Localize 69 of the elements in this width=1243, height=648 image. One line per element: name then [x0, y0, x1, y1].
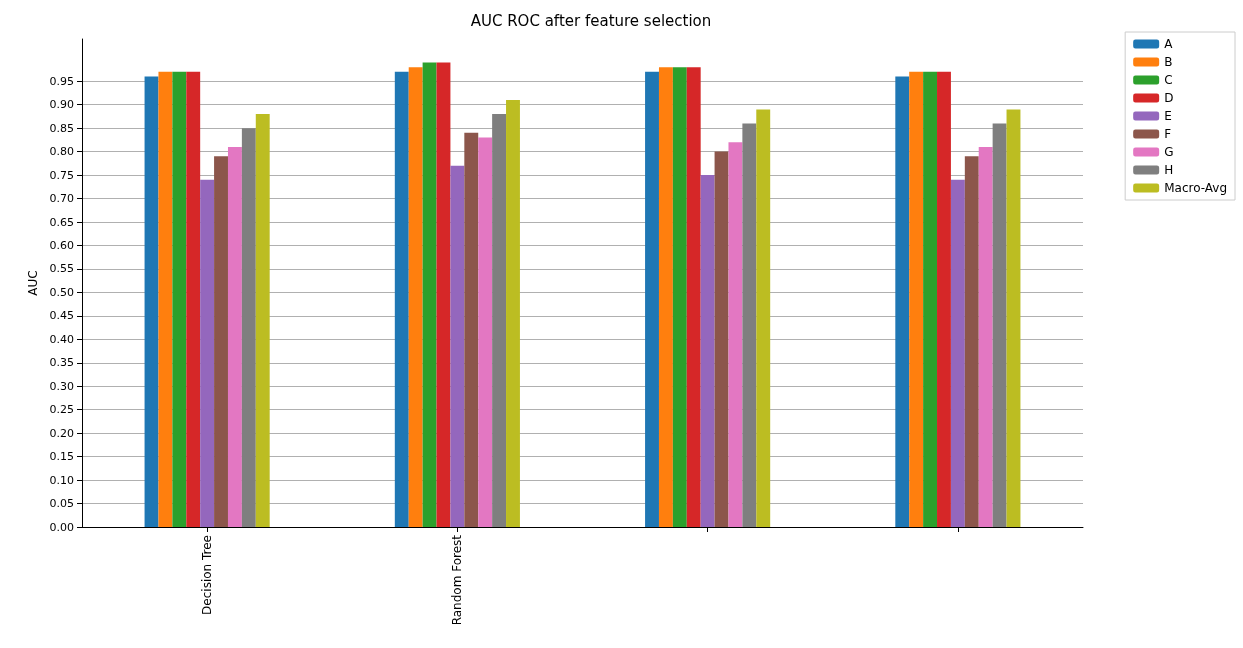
bar [450, 165, 465, 527]
legend-label: B [1164, 55, 1173, 69]
y-tick-label: 0.70 [49, 192, 74, 206]
bar [658, 67, 673, 527]
bar [227, 146, 242, 527]
y-tick-label: 0.10 [49, 473, 74, 487]
bar [672, 67, 687, 527]
bar [172, 71, 187, 527]
bar [978, 146, 993, 527]
y-tick-label: 0.40 [49, 332, 74, 346]
y-tick-label: 0.90 [49, 98, 74, 112]
y-tick-label: 0.20 [49, 426, 74, 440]
legend-label: G [1164, 145, 1174, 159]
y-tick-label: 0.75 [49, 168, 74, 182]
bar [394, 71, 409, 527]
bar [950, 179, 965, 527]
bar [645, 71, 659, 527]
bar [158, 71, 173, 527]
y-tick-label: 0.60 [49, 238, 74, 252]
bar [144, 76, 159, 527]
y-tick-label: 0.55 [49, 262, 74, 276]
bar [492, 114, 507, 527]
bar [756, 109, 771, 527]
legend-label: H [1164, 163, 1174, 177]
bar [728, 142, 743, 527]
y-tick-label: 0.30 [49, 379, 74, 393]
bar [700, 175, 715, 527]
legend-label: Macro-Avg [1164, 181, 1228, 195]
bar [909, 71, 924, 527]
y-tick-label: 0.25 [49, 403, 74, 417]
bar [214, 156, 228, 527]
bar [241, 128, 256, 527]
bar [464, 132, 479, 527]
bar [186, 71, 201, 527]
bar [742, 123, 757, 527]
bar [200, 179, 215, 527]
chart-title: AUC ROC after feature selection [470, 11, 712, 30]
bar [478, 137, 493, 527]
y-tick-label: 0.00 [49, 520, 74, 534]
y-axis-title: AUC [25, 270, 40, 296]
bar [964, 156, 979, 527]
y-tick-label: 0.85 [49, 121, 74, 135]
bar [436, 62, 451, 527]
bar [992, 123, 1007, 527]
x-tick-label: Random Forest [450, 534, 465, 626]
y-tick-label: 0.65 [49, 215, 74, 229]
legend-label: D [1164, 91, 1174, 105]
y-tick-label: 0.80 [49, 145, 74, 159]
x-tick-label: Decision Tree [200, 535, 215, 615]
bar [506, 100, 520, 527]
bar [937, 71, 951, 527]
bar [895, 76, 910, 527]
y-tick-label: 0.95 [49, 74, 74, 88]
bar [422, 62, 437, 527]
legend-label: F [1164, 127, 1172, 141]
bar [714, 151, 729, 527]
y-tick-label: 0.50 [49, 285, 74, 299]
bar [1006, 109, 1021, 527]
legend-label: A [1164, 37, 1174, 51]
legend-label: C [1164, 73, 1173, 87]
y-tick-label: 0.05 [49, 497, 74, 511]
y-tick-label: 0.15 [49, 450, 74, 464]
bar [923, 71, 938, 527]
bar [408, 67, 423, 527]
legend-label: E [1164, 109, 1172, 123]
bar [255, 114, 270, 527]
bar [686, 67, 701, 527]
y-tick-label: 0.45 [49, 309, 74, 323]
y-tick-label: 0.35 [49, 356, 74, 370]
